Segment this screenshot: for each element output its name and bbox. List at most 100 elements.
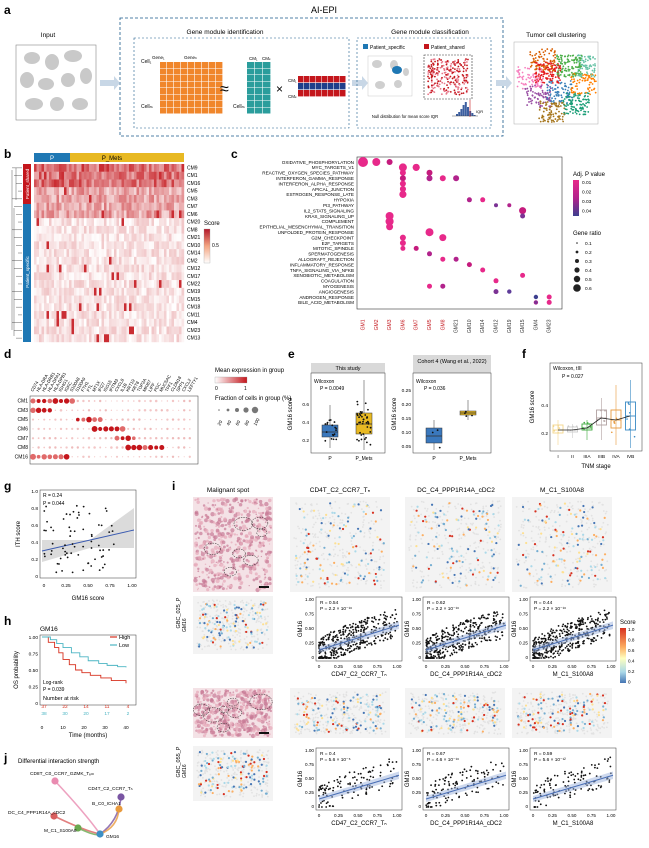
point bbox=[464, 410, 467, 413]
g-point bbox=[90, 540, 93, 543]
spot bbox=[365, 501, 367, 504]
spot bbox=[428, 521, 431, 524]
heatmap-cell bbox=[89, 334, 92, 343]
dotplot-dot bbox=[155, 418, 158, 421]
heatmap-cell bbox=[126, 164, 130, 172]
heatmap-cell bbox=[156, 249, 160, 258]
heatmap-cell bbox=[54, 287, 57, 296]
heatmap-cell bbox=[54, 272, 57, 281]
heatmap-cell bbox=[81, 295, 85, 304]
heatmap-cell bbox=[146, 249, 150, 258]
umap-dot bbox=[537, 64, 539, 67]
heatmap-cell bbox=[76, 249, 80, 258]
heatmap-cell bbox=[91, 225, 95, 234]
spot bbox=[538, 540, 541, 543]
dotplot-dot bbox=[149, 418, 152, 421]
umap-dot bbox=[548, 105, 551, 108]
umap-dot bbox=[550, 65, 553, 68]
heatmap-cell bbox=[154, 218, 157, 227]
spot bbox=[602, 521, 605, 524]
heatmap-cell bbox=[54, 249, 57, 258]
he-texture bbox=[208, 586, 211, 589]
heatmap-cell bbox=[99, 233, 102, 242]
module-heatmap bbox=[34, 164, 185, 343]
heatmap-cell bbox=[136, 264, 140, 273]
spot bbox=[428, 515, 430, 517]
umap-dot bbox=[558, 110, 560, 113]
he-texture bbox=[230, 506, 235, 510]
umap-dot bbox=[528, 67, 531, 70]
heatmap-cell bbox=[169, 187, 172, 196]
heatmap-cell bbox=[66, 225, 70, 234]
g-ytick: 0.8 bbox=[31, 506, 38, 512]
network-edge bbox=[99, 796, 122, 835]
shared-dot bbox=[457, 61, 460, 64]
specific-highlight bbox=[392, 66, 402, 74]
heatmap-cell bbox=[94, 334, 97, 343]
matrix-cell bbox=[167, 107, 174, 114]
heatmap-cell bbox=[126, 295, 130, 304]
spot bbox=[333, 521, 336, 524]
matrix-cell bbox=[334, 83, 340, 90]
umap-dot bbox=[527, 76, 530, 79]
umap-dot bbox=[535, 65, 537, 68]
heatmap-cell bbox=[41, 225, 45, 234]
heatmap-cell bbox=[164, 287, 167, 296]
spot bbox=[584, 508, 586, 511]
umap-dot bbox=[572, 75, 575, 78]
umap-dot bbox=[516, 76, 519, 79]
matrix-cell bbox=[167, 62, 174, 68]
heatmap-cell bbox=[91, 210, 95, 219]
point bbox=[356, 403, 359, 406]
he-texture bbox=[266, 583, 269, 586]
shared-dot bbox=[456, 74, 459, 77]
umap-dot bbox=[554, 76, 557, 79]
gene-label: CXCL8 bbox=[114, 377, 126, 392]
heatmap-cell bbox=[101, 171, 105, 180]
heatmap-cell bbox=[61, 280, 65, 289]
spot-colored bbox=[442, 576, 445, 579]
he-texture bbox=[267, 553, 271, 557]
heatmap-cell bbox=[174, 264, 177, 273]
spot bbox=[383, 579, 385, 582]
heatmap-cell bbox=[89, 194, 92, 203]
umap-dot bbox=[586, 106, 589, 108]
umap-dot bbox=[575, 72, 578, 75]
module-label: GM6 bbox=[400, 319, 406, 330]
heatmap-cell bbox=[66, 171, 70, 180]
heatmap-cell bbox=[171, 334, 175, 343]
network-node-label: M_C1_S100A8 bbox=[44, 828, 77, 834]
spot bbox=[584, 514, 587, 517]
heatmap-cell bbox=[61, 264, 65, 273]
dotplot-dot bbox=[166, 455, 169, 458]
heatmap-cell bbox=[166, 225, 170, 234]
he-texture bbox=[215, 578, 220, 584]
he-texture bbox=[250, 552, 255, 556]
spot-colored bbox=[476, 559, 480, 562]
shared-dot bbox=[452, 61, 454, 64]
point bbox=[465, 415, 468, 418]
matrix-cell bbox=[328, 76, 334, 83]
spot bbox=[446, 510, 449, 513]
h-risk-high: 22 bbox=[62, 704, 68, 710]
umap-dot bbox=[565, 69, 568, 72]
spot bbox=[328, 585, 330, 588]
heatmap-cell bbox=[141, 326, 145, 335]
umap-dot bbox=[537, 75, 540, 77]
g-point bbox=[97, 524, 100, 526]
spot bbox=[499, 526, 502, 528]
heatmap-cell bbox=[81, 194, 85, 203]
umap-dot bbox=[570, 89, 573, 92]
heatmap-cell bbox=[109, 326, 112, 335]
heatmap-cell bbox=[151, 249, 155, 258]
spot bbox=[579, 518, 582, 521]
heatmap-cell bbox=[151, 272, 155, 281]
matrix-cell bbox=[316, 76, 322, 83]
hallmark-term: HYPOXIA bbox=[334, 198, 355, 203]
i-sample2: GBC_055_P bbox=[176, 746, 182, 777]
heatmap-cell bbox=[74, 187, 77, 196]
spot bbox=[586, 569, 589, 572]
heatmap-cell bbox=[106, 280, 110, 289]
heatmap-cell bbox=[166, 326, 170, 335]
spot bbox=[416, 581, 419, 584]
